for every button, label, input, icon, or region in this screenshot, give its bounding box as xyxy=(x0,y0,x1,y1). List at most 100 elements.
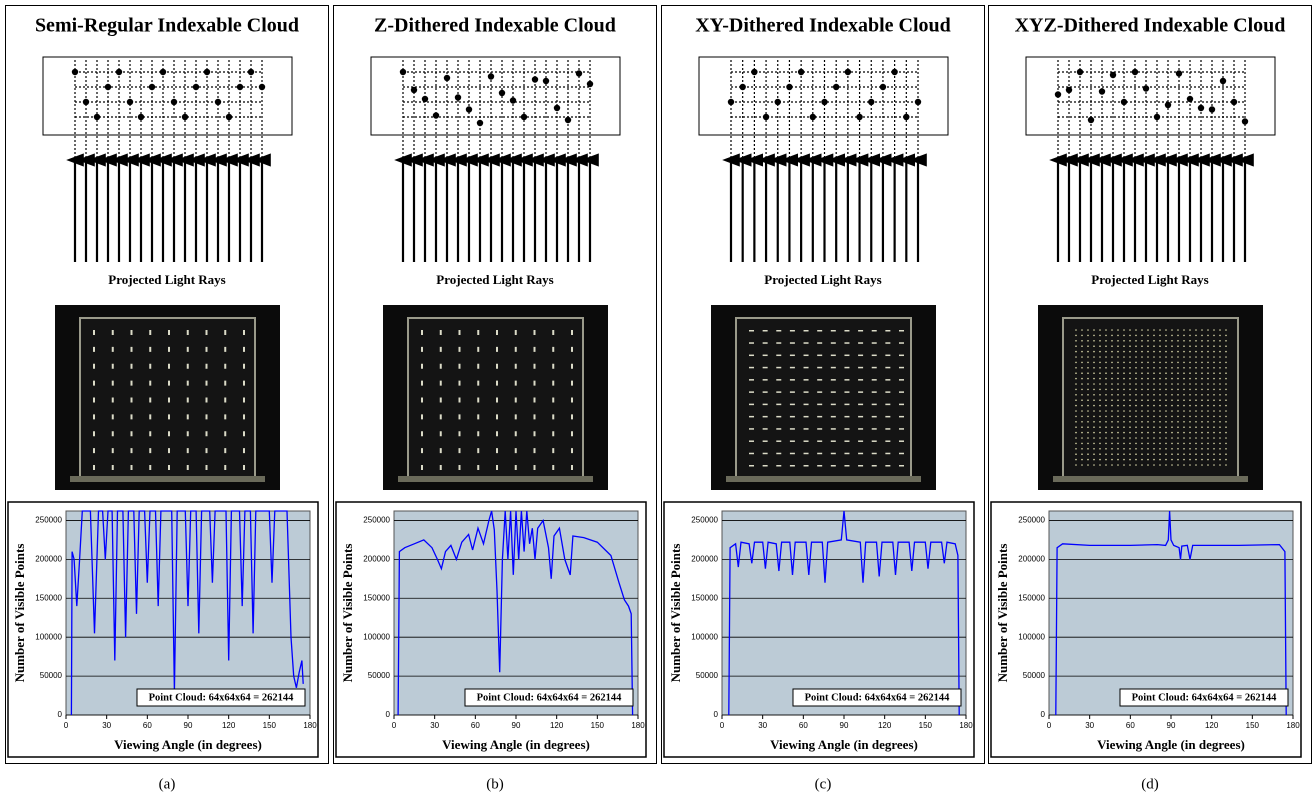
photo-dot xyxy=(872,330,877,332)
photo-dot xyxy=(858,391,863,393)
photo-dot xyxy=(1195,345,1197,347)
cloud-point xyxy=(891,69,897,75)
photo-base xyxy=(726,476,921,482)
cloud-point xyxy=(1231,99,1237,105)
photo-dot xyxy=(131,381,133,386)
photo-dot xyxy=(243,330,245,335)
photo-dot xyxy=(552,414,554,419)
panel-title: XY-Dithered Indexable Cloud xyxy=(695,15,951,37)
y-tick-label: 250000 xyxy=(691,516,718,525)
photo-dot xyxy=(1123,459,1125,461)
x-tick-label: 150 xyxy=(591,721,605,730)
cloud-point xyxy=(845,69,851,75)
photo-dot xyxy=(1219,378,1221,380)
photo-dot xyxy=(243,347,245,352)
photo-dot xyxy=(515,347,517,352)
photo-dot xyxy=(1081,378,1083,380)
photo-cube xyxy=(408,318,583,478)
photo-dot xyxy=(187,398,189,403)
photo-dot xyxy=(1111,459,1113,461)
photo-dot xyxy=(1159,383,1161,385)
photo-dot xyxy=(1105,437,1107,439)
x-tick-label: 90 xyxy=(840,721,849,730)
photo-dot xyxy=(1171,362,1173,364)
photo-dot xyxy=(1105,372,1107,374)
y-tick-label: 200000 xyxy=(691,554,718,563)
photo-dot xyxy=(1093,340,1095,342)
photo-dot xyxy=(1153,426,1155,428)
cloud-point xyxy=(1077,69,1083,75)
y-tick-label: 250000 xyxy=(363,516,390,525)
cloud-point xyxy=(1165,102,1171,108)
photo-dot xyxy=(1213,443,1215,445)
cloud-point xyxy=(915,99,921,105)
photo-dot xyxy=(1189,410,1191,412)
photo-dot xyxy=(1111,405,1113,407)
photo-dot xyxy=(1147,378,1149,380)
photo-dot xyxy=(515,330,517,335)
photo-dot xyxy=(112,364,114,369)
photo-dot xyxy=(1177,443,1179,445)
photo-dot xyxy=(1207,351,1209,353)
photo-dot xyxy=(1129,329,1131,331)
photo-dot xyxy=(1141,383,1143,385)
photo-dot xyxy=(1219,432,1221,434)
photo-dot xyxy=(1123,362,1125,364)
photo-dot xyxy=(1075,389,1077,391)
photo-dot xyxy=(1105,383,1107,385)
photo-dot xyxy=(1195,356,1197,358)
photo-dot xyxy=(1177,356,1179,358)
photo xyxy=(55,305,280,490)
photo-dot xyxy=(776,391,781,393)
photo-dot xyxy=(1183,383,1185,385)
photo-dot xyxy=(1075,426,1077,428)
photo-dot xyxy=(831,440,836,442)
photo-dot xyxy=(1219,389,1221,391)
photo-dot xyxy=(1225,399,1227,401)
photo-dot xyxy=(1171,345,1173,347)
photo-dot xyxy=(421,381,423,386)
photo-dot xyxy=(1225,367,1227,369)
photo-dot xyxy=(1087,383,1089,385)
photo-dot xyxy=(1159,437,1161,439)
y-axis-label: Number of Visible Points xyxy=(12,544,27,683)
photo-dot xyxy=(1183,367,1185,369)
photo-dot xyxy=(885,416,890,418)
photo-dot xyxy=(1117,372,1119,374)
photo-dot xyxy=(1093,378,1095,380)
photo-dot xyxy=(817,367,822,369)
photo-dot xyxy=(1135,405,1137,407)
photo-dot xyxy=(1117,405,1119,407)
photo-dot xyxy=(1183,459,1185,461)
photo-dot xyxy=(1201,448,1203,450)
photo-dot xyxy=(1099,335,1101,337)
photo-dot xyxy=(1201,459,1203,461)
photo-dot xyxy=(1129,399,1131,401)
photo-dot xyxy=(1201,394,1203,396)
photo-dot xyxy=(885,404,890,406)
photo-dot xyxy=(1099,437,1101,439)
photo-dot xyxy=(1099,416,1101,418)
photo-dot xyxy=(571,431,573,436)
photo-dot xyxy=(1081,464,1083,466)
photo-dot xyxy=(790,428,795,430)
photo-dot xyxy=(1105,426,1107,428)
photo-dot xyxy=(1087,378,1089,380)
photo-dot xyxy=(1135,448,1137,450)
photo-dot xyxy=(1123,432,1125,434)
photo-dot xyxy=(477,414,479,419)
photo-dot xyxy=(1081,410,1083,412)
cloud-point xyxy=(488,73,494,79)
photo-dot xyxy=(872,391,877,393)
photo-dot xyxy=(1093,416,1095,418)
photo-dot xyxy=(168,414,170,419)
photo-dot xyxy=(1111,335,1113,337)
photo-dot xyxy=(1165,383,1167,385)
photo-dot xyxy=(1189,335,1191,337)
photo-dot xyxy=(1219,416,1221,418)
photo-dot xyxy=(1177,378,1179,380)
photo-dot xyxy=(1177,426,1179,428)
photo-dot xyxy=(749,428,754,430)
photo-dot xyxy=(1081,421,1083,423)
photo-dot xyxy=(1153,394,1155,396)
